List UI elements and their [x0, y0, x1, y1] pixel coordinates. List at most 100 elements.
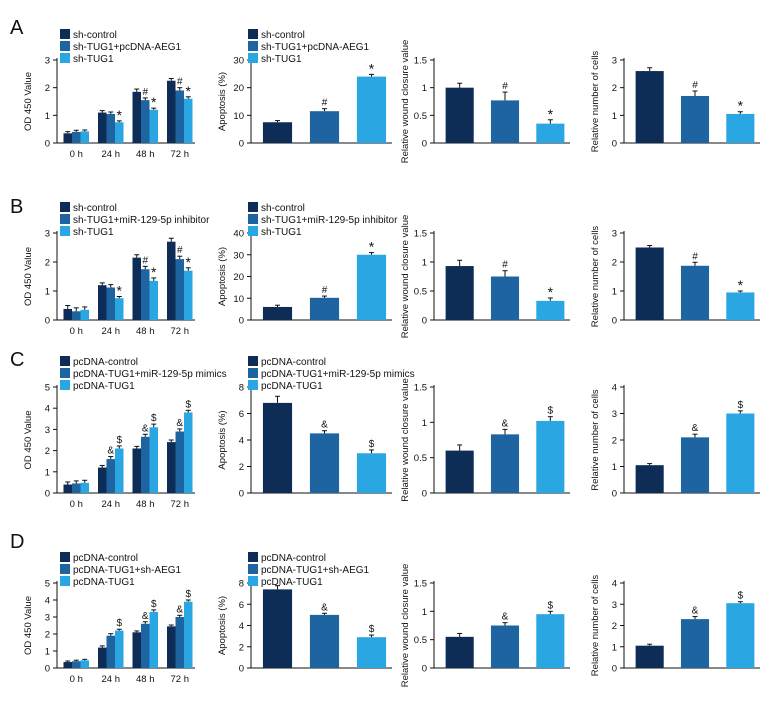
legend-swatch	[248, 552, 258, 562]
bar	[536, 614, 565, 668]
y-tick-label: 3	[612, 229, 617, 240]
legend-entry: sh-TUG1	[261, 54, 302, 65]
legend-swatch	[248, 576, 258, 586]
significance-mark: #	[322, 98, 328, 109]
y-tick-label: 1	[422, 418, 427, 429]
y-tick-label: 20	[233, 83, 244, 94]
y-tick-label: 0.5	[414, 287, 427, 298]
y-axis-label: Relative number of cells	[590, 575, 601, 677]
x-tick-label: 0 h	[70, 149, 83, 160]
panel-label-b: B	[10, 196, 23, 218]
bar	[490, 434, 520, 493]
y-tick-label: 30	[233, 56, 244, 67]
legend-entry: sh-control	[261, 30, 305, 41]
legend-entry: pcDNA-TUG1	[73, 381, 135, 392]
bar	[262, 402, 293, 493]
bar	[680, 619, 710, 668]
y-tick-label: 1	[612, 462, 617, 473]
legend-entry: pcDNA-TUG1+sh-AEG1	[73, 565, 182, 576]
x-tick-label: 0 h	[70, 326, 83, 337]
x-tick-label: 72 h	[171, 674, 190, 685]
x-tick-label: 24 h	[102, 674, 121, 685]
y-tick-label: 3	[45, 229, 50, 240]
legend: pcDNA-controlpcDNA-TUG1+sh-AEG1pcDNA-TUG…	[60, 552, 182, 588]
bar	[309, 433, 340, 493]
y-tick-label: 20	[233, 272, 244, 283]
bar	[63, 308, 72, 320]
y-axis-label: OD 450 Value	[23, 247, 34, 306]
legend-swatch	[60, 576, 70, 586]
significance-mark: $	[116, 618, 122, 629]
significance-mark: *	[151, 94, 157, 110]
legend-entry: sh-control	[73, 203, 117, 214]
bar	[309, 297, 340, 320]
y-tick-label: 1	[45, 111, 50, 122]
bar	[175, 617, 184, 668]
legend-swatch	[248, 226, 258, 236]
y-tick-label: 1	[612, 287, 617, 298]
y-tick-label: 2	[239, 642, 244, 653]
y-tick-label: 10	[233, 111, 244, 122]
significance-mark: #	[142, 87, 148, 98]
legend-swatch	[248, 368, 258, 378]
y-tick-label: 3	[612, 600, 617, 611]
bar	[167, 442, 176, 493]
bar	[141, 269, 150, 320]
bar	[72, 131, 81, 143]
bar	[132, 448, 141, 493]
significance-mark: $	[548, 406, 554, 417]
y-tick-label: 4	[239, 436, 244, 447]
legend-swatch	[60, 29, 70, 39]
significance-mark: *	[151, 264, 157, 280]
bar	[490, 625, 520, 668]
legend-entry: sh-TUG1+miR-129-5p inhibitor	[261, 215, 398, 226]
legend-swatch	[60, 380, 70, 390]
y-tick-label: 2	[612, 621, 617, 632]
y-tick-label: 0	[45, 139, 50, 150]
y-tick-label: 0	[45, 664, 50, 675]
significance-mark: &	[107, 446, 114, 457]
bar	[356, 637, 387, 668]
x-tick-label: 72 h	[171, 149, 190, 160]
y-tick-label: 0	[612, 664, 617, 675]
chart-c-cells: 0 1 2 3 4 Relative number of cells & $	[590, 383, 760, 500]
significance-mark: &	[502, 612, 509, 623]
bar	[356, 254, 387, 320]
legend-entry: pcDNA-control	[73, 357, 138, 368]
chart-a-cells: 0 1 2 3 Relative number of cells # *	[590, 51, 760, 152]
y-tick-label: 1	[45, 467, 50, 478]
y-tick-label: 2	[45, 446, 50, 457]
y-tick-label: 1.5	[414, 56, 427, 67]
bar	[175, 431, 184, 493]
bar	[72, 311, 81, 320]
bar	[445, 87, 474, 143]
significance-mark: #	[177, 77, 183, 88]
y-tick-label: 0	[239, 139, 244, 150]
bar	[63, 133, 72, 143]
legend-entry: sh-TUG1	[73, 54, 114, 65]
y-axis-label: Relative wound closure value	[400, 564, 411, 688]
bar	[635, 247, 664, 320]
legend-swatch	[248, 380, 258, 390]
significance-mark: #	[322, 285, 328, 296]
y-axis-label: Apoptosis (%)	[217, 247, 228, 306]
significance-mark: #	[692, 251, 698, 262]
bar	[132, 257, 141, 320]
significance-mark: *	[548, 284, 554, 300]
bar	[167, 80, 176, 143]
y-tick-label: 1	[422, 258, 427, 269]
y-tick-label: 0	[45, 489, 50, 500]
significance-mark: *	[369, 60, 375, 76]
bar	[175, 90, 184, 143]
x-tick-label: 72 h	[171, 499, 190, 510]
bar	[106, 635, 115, 668]
bar	[356, 453, 387, 493]
y-tick-label: 4	[612, 383, 617, 394]
significance-mark: *	[117, 283, 123, 299]
